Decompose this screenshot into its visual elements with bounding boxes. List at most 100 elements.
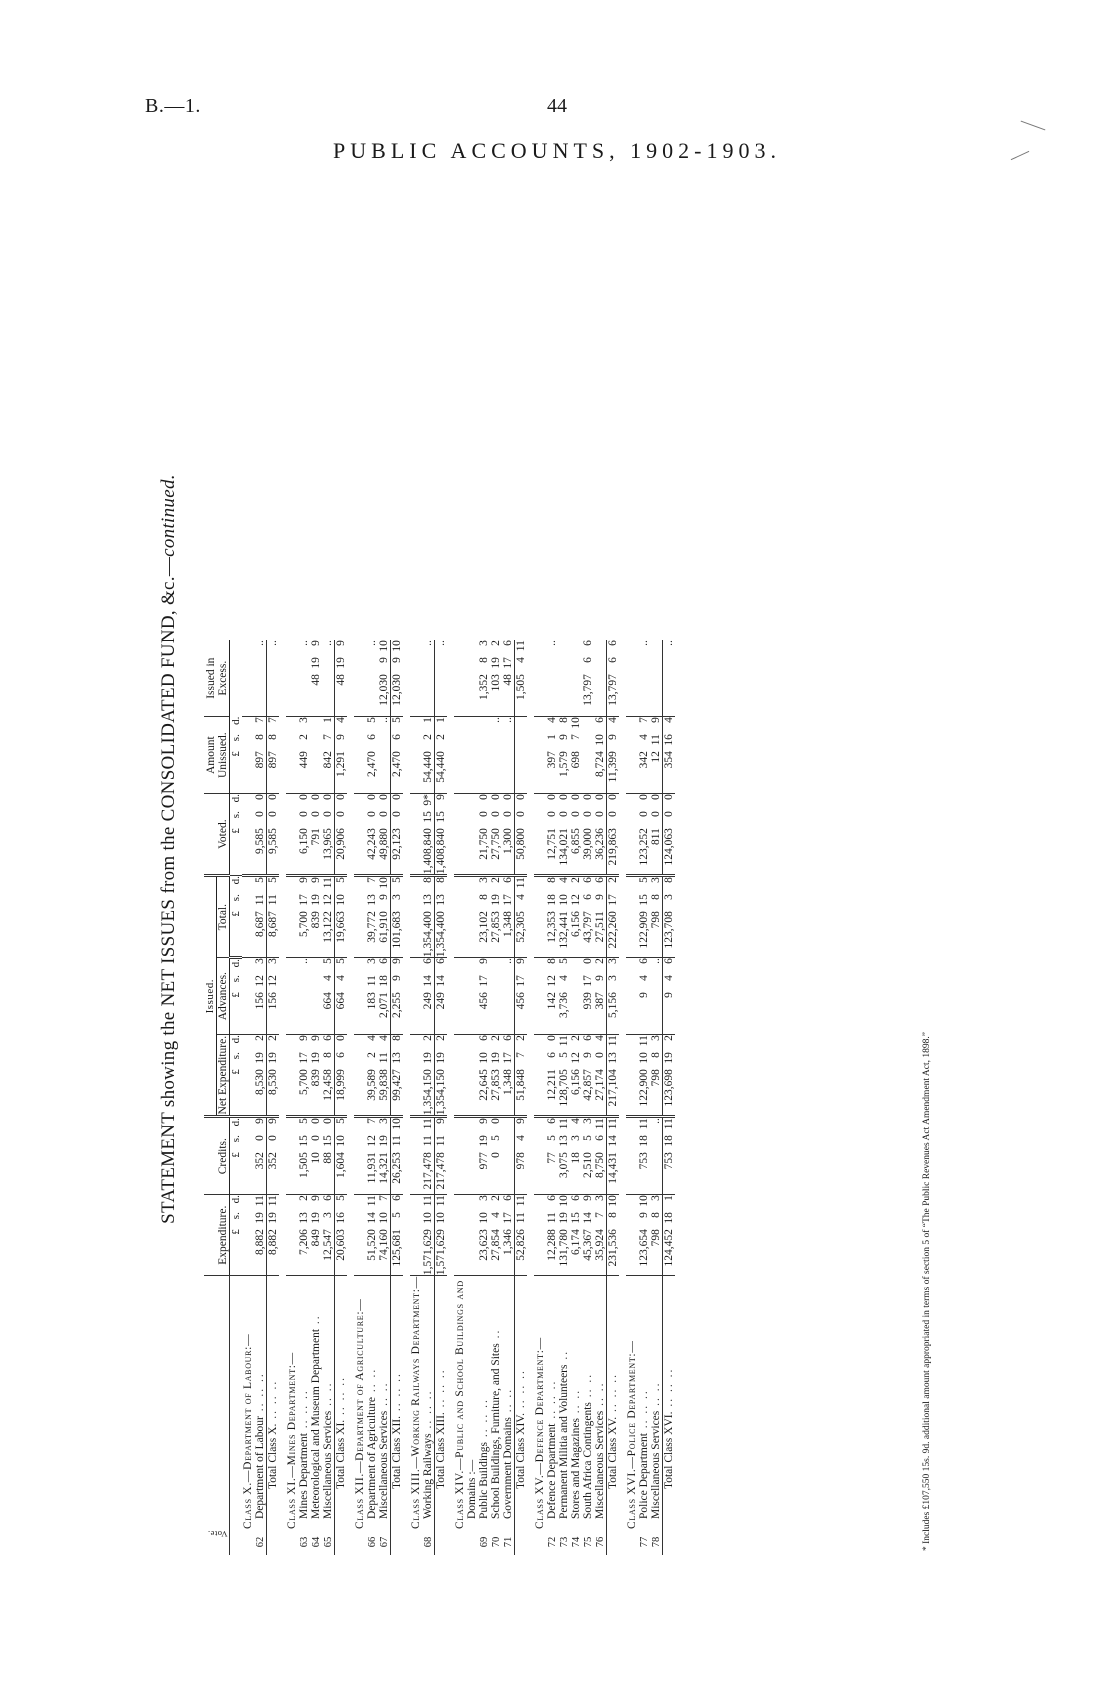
cell-shillings: 10 <box>378 1212 390 1224</box>
cell-pence: 0 <box>391 794 403 800</box>
cell-pence: 9 <box>650 717 662 723</box>
table-row: 69 Public Buildings .. .. .. 23,623 10 3 977 1… <box>478 640 490 1555</box>
cell-shillings <box>378 734 391 751</box>
table-row: Total Class X. .. .. .. 8,882 19 11 352 0 9 8,5… <box>266 640 279 1555</box>
cell-shillings <box>322 657 335 674</box>
cell-shillings: 2 <box>435 734 447 740</box>
cell-pounds: 23,623 <box>478 1229 490 1276</box>
cell-pounds: 142 <box>546 992 558 1035</box>
cell-pounds: 977 <box>478 1152 490 1195</box>
row-service-label: Miscellaneous Services .. .. <box>594 1381 606 1519</box>
cell-pence: 0 <box>335 794 347 800</box>
units-vote <box>230 1529 243 1555</box>
unit-pounds: £ <box>229 751 242 794</box>
unit-pence: d. <box>230 1118 242 1127</box>
table-row: 71 Government Domains .. .. 1,346 17 6 1,348 1… <box>502 640 515 1555</box>
spacer <box>286 793 298 876</box>
cell-shillings: 7 <box>570 734 582 740</box>
cell-pence: 3 <box>267 958 279 964</box>
cell-pence: 11 <box>366 1195 378 1207</box>
cell-pence: 0 <box>478 794 490 800</box>
row-service-label: Public Buildings .. .. .. <box>478 1398 490 1519</box>
table-row: 67 Miscellaneous Services .. .. 74,160 10 7 1… <box>378 640 391 1555</box>
cell-pounds: 1,571,629 <box>422 1229 435 1276</box>
section-vote <box>242 1529 254 1555</box>
cell-pounds: 123,708 <box>662 911 675 958</box>
cell-shillings: 17 <box>502 657 514 669</box>
table-row: 76 Miscellaneous Services .. .. 35,924 7 3 8,… <box>594 640 607 1555</box>
cell-shillings: 15 <box>570 1212 582 1224</box>
cell-pounds: 231,536 <box>606 1229 619 1276</box>
spacer-row <box>279 640 286 1555</box>
cell-shillings: 9 <box>391 975 403 981</box>
cell-pence: 1 <box>422 717 434 723</box>
cell-pounds: 39,589 <box>366 1069 378 1117</box>
cell-pence: .. <box>502 958 514 964</box>
cell-pounds: 849 <box>310 1229 322 1276</box>
cell-shillings: 5 <box>490 1135 502 1141</box>
spacer <box>534 957 546 1035</box>
cell-pounds: 52,305 <box>514 911 527 958</box>
cell-shillings: 0 <box>582 811 594 817</box>
cell-pence <box>515 717 528 735</box>
cell-shillings: 9 <box>594 975 606 981</box>
cell-pounds: 99,427 <box>390 1069 403 1117</box>
cell-pence: 7 <box>638 717 650 723</box>
cell-pounds: 39,000 <box>582 828 594 876</box>
cell-pounds: 5,156 <box>606 992 619 1035</box>
cell-shillings: 0 <box>546 811 558 817</box>
cell-pence: 6 <box>391 1195 403 1201</box>
cell-pence: 9 <box>335 640 347 646</box>
cell-pence: 5 <box>335 1118 347 1124</box>
cell-shillings: 17 <box>502 1052 514 1064</box>
cell-pounds: 13,965 <box>322 828 335 876</box>
cell-shillings: 0 <box>490 811 502 817</box>
cell-pence: 11 <box>422 1195 434 1207</box>
caption-text: STATEMENT showing the NET ISSUES from th… <box>158 556 179 1224</box>
cell-pounds: 92,123 <box>390 828 403 876</box>
spacer <box>354 716 366 794</box>
cell-pence: 5 <box>267 877 279 883</box>
cell-pence: 11 <box>422 1118 434 1130</box>
cell-shillings <box>435 657 448 674</box>
cell-shillings: 6 <box>546 1052 558 1058</box>
cell-pence: 3 <box>582 1118 594 1124</box>
cell-pence: 9 <box>310 1195 322 1201</box>
cell-shillings: 0 <box>663 811 675 817</box>
cell-pounds: 19,663 <box>334 911 347 958</box>
cell-shillings: 8 <box>650 1052 662 1058</box>
cell-pence: .. <box>298 640 310 646</box>
cell-pounds: 5,700 <box>298 1069 310 1117</box>
cell-pounds: 8,687 <box>266 911 279 958</box>
spacer <box>354 1034 366 1117</box>
spacer <box>347 640 354 1555</box>
cell-pounds <box>502 751 515 794</box>
row-vote-number: 69 <box>479 1536 490 1548</box>
cell-pence: 2 <box>663 1035 675 1041</box>
unit-pounds: £ <box>229 1069 242 1117</box>
cell-pence: 6 <box>478 1035 490 1041</box>
spacer <box>454 640 478 717</box>
cell-pounds <box>650 992 663 1035</box>
cell-shillings: 8 <box>650 1212 662 1218</box>
cell-pounds: 352 <box>266 1152 279 1195</box>
cell-shillings <box>490 734 502 751</box>
cell-pence: 2 <box>490 1035 502 1041</box>
spacer <box>626 640 638 717</box>
cell-pounds: 45,367 <box>582 1229 594 1276</box>
cell-shillings: 9 <box>335 734 347 740</box>
cell-pence: 6 <box>607 640 619 646</box>
cell-pence: 6 <box>638 958 650 964</box>
cell-pence: 11 <box>558 1118 570 1130</box>
cell-shillings <box>650 1135 663 1152</box>
cell-pence: 9 <box>298 877 310 883</box>
page-title: PUBLIC ACCOUNTS, 1902-1903. <box>333 138 781 163</box>
cell-pence: 11 <box>607 1035 619 1047</box>
cell-pence: 5 <box>558 958 570 964</box>
cell-shillings: 11 <box>267 894 279 906</box>
row-vote-number <box>606 1529 619 1555</box>
cell-pence: 10 <box>378 877 390 889</box>
cell-pence: .. <box>435 640 447 646</box>
cell-pounds: 22,645 <box>478 1069 490 1117</box>
cell-pence: 0 <box>582 958 594 964</box>
